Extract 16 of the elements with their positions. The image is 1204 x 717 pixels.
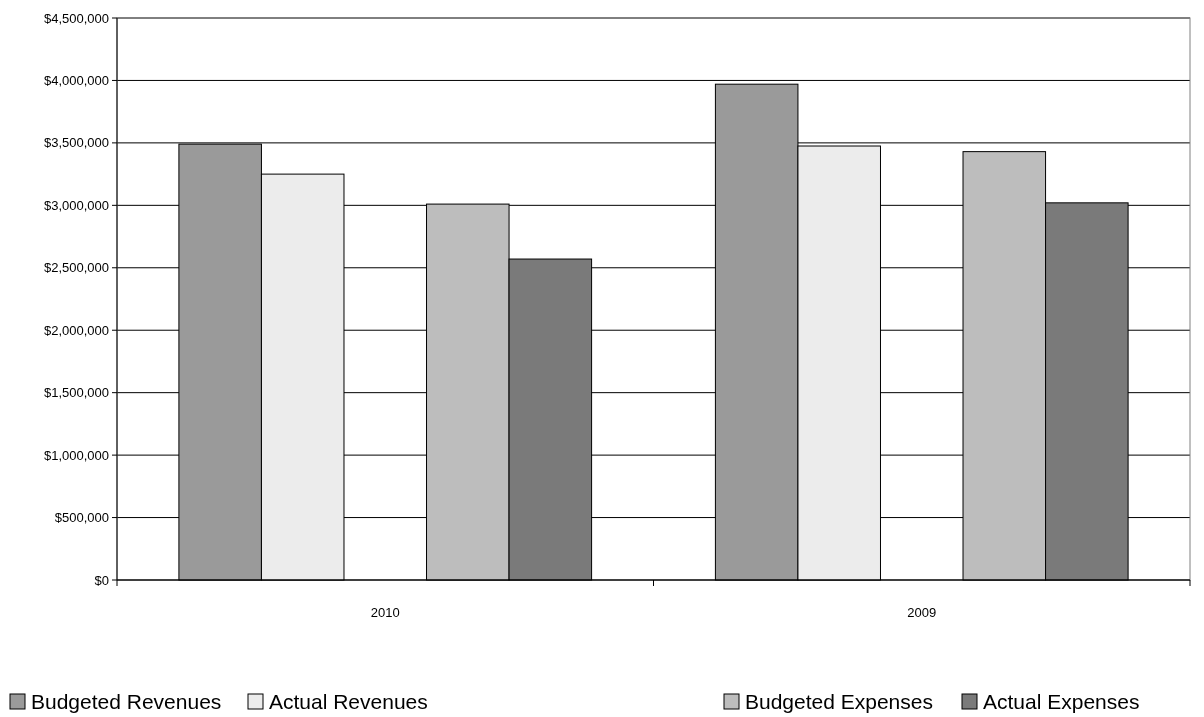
y-tick-label: $4,500,000 bbox=[43, 10, 109, 26]
y-tick-label: $0 bbox=[94, 572, 109, 588]
y-tick-label: $3,000,000 bbox=[43, 197, 109, 213]
legend-label: Actual Revenues bbox=[269, 690, 428, 714]
y-tick-label: $500,000 bbox=[54, 510, 109, 526]
y-tick-label: $2,000,000 bbox=[43, 322, 109, 338]
y-tick-label: $4,000,000 bbox=[43, 72, 109, 88]
y-tick-label: $1,000,000 bbox=[43, 447, 109, 463]
y-tick-label: $3,500,000 bbox=[43, 135, 109, 151]
y-tick-label: $2,500,000 bbox=[43, 260, 109, 276]
legend-label: Budgeted Revenues bbox=[31, 690, 222, 714]
legend-label: Budgeted Expenses bbox=[745, 690, 933, 714]
y-tick-label: $1,500,000 bbox=[43, 385, 109, 401]
x-tick-label: 2010 bbox=[370, 604, 400, 620]
legend-label: Actual Expenses bbox=[983, 690, 1140, 714]
x-tick-label: 2009 bbox=[907, 604, 937, 620]
